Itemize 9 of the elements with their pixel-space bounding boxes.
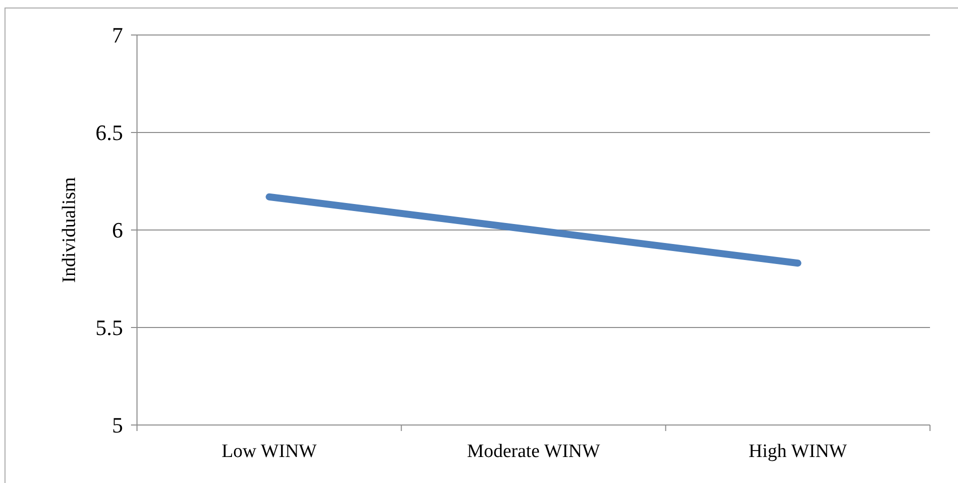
x-tick-label: Low WINW xyxy=(222,441,317,462)
y-tick-label: 6 xyxy=(112,218,123,242)
y-tick-label: 6.5 xyxy=(96,120,123,145)
y-axis-title: Individualism xyxy=(59,177,80,283)
y-tick-label: 7 xyxy=(112,22,123,48)
y-tick-label: 5 xyxy=(112,412,123,438)
x-tick-label: High WINW xyxy=(748,441,848,462)
x-tick-label: Moderate WINW xyxy=(466,441,600,462)
y-tick-label: 5.5 xyxy=(96,315,123,340)
